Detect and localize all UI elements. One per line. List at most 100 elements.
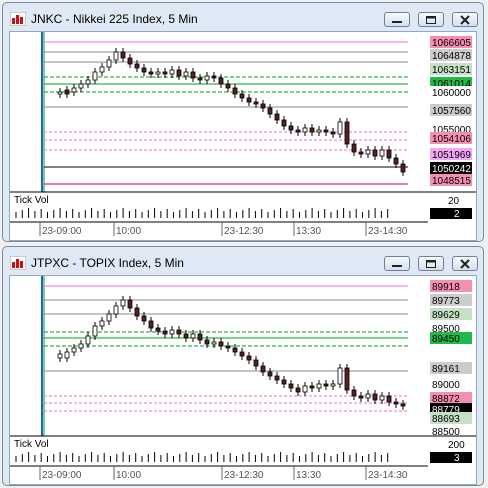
price-label-bg: [430, 86, 472, 98]
candle-body: [274, 113, 280, 121]
candle-body: [239, 351, 245, 357]
candle-body: [337, 367, 343, 385]
candle-body: [393, 157, 399, 165]
price-label-bg: [430, 392, 472, 404]
candle-body: [372, 393, 378, 401]
close-icon: [460, 259, 470, 269]
price-label-bg: [430, 322, 472, 334]
candle-body: [204, 339, 210, 345]
chart-app-icon: [10, 256, 26, 270]
time-axis-label: 23-09:00: [42, 470, 82, 481]
candle-body: [78, 343, 84, 349]
title-bar[interactable]: JTPXC - TOPIX Index, 5 Min: [3, 247, 483, 279]
candle-body: [134, 63, 140, 69]
candle-body: [120, 299, 126, 307]
close-icon: [460, 15, 470, 25]
price-label-bg: [430, 49, 472, 61]
candle-body: [169, 69, 175, 75]
price-label: 1066605: [432, 38, 471, 49]
title-bar[interactable]: JNKC - Nikkei 225 Index, 5 Min: [3, 3, 483, 35]
volume-value-bg: [430, 208, 472, 219]
candle-body: [379, 149, 385, 157]
candle-body: [162, 330, 168, 335]
price-label: 1061014: [432, 79, 471, 90]
candle-body: [379, 395, 385, 401]
minimize-button[interactable]: [384, 12, 410, 27]
candle-body: [365, 393, 371, 399]
candle-body: [190, 333, 196, 339]
price-label-bg: [430, 174, 472, 186]
price-label: 88779: [432, 405, 460, 416]
chart-app-icon: [10, 12, 26, 26]
price-label-bg: [430, 148, 472, 160]
price-label: 1057560: [432, 106, 471, 117]
candle-body: [57, 353, 63, 359]
price-label-bg: [430, 362, 472, 374]
candle-body: [71, 87, 77, 93]
candle-body: [204, 75, 210, 81]
volume-value-label: 2: [454, 209, 460, 220]
candle-body: [323, 129, 329, 133]
time-axis-label: 23-09:00: [42, 226, 82, 237]
price-label: 1051969: [432, 150, 471, 161]
volume-scale-label: 20: [448, 196, 460, 207]
restore-button[interactable]: [418, 256, 444, 271]
price-label-bg: [430, 294, 472, 306]
price-label: 1063151: [432, 65, 471, 76]
chart-area[interactable]: 1066605 1064878 1063151 1061014 1060000 10575…: [9, 31, 477, 241]
chart-area[interactable]: 89918 89773 89629 89500 89450 89161 89000 88872…: [9, 275, 477, 485]
candle-body: [183, 333, 189, 339]
close-button[interactable]: [452, 256, 478, 271]
candle-body: [400, 163, 406, 173]
candle-body: [295, 129, 301, 133]
candle-body: [253, 101, 259, 105]
candle-body: [323, 383, 329, 387]
candle-body: [190, 71, 196, 79]
time-axis-label: 10:00: [116, 226, 141, 237]
candle-body: [351, 143, 357, 153]
candle-body: [141, 315, 147, 322]
candle-body: [281, 379, 287, 385]
candle-body: [288, 125, 294, 131]
candle-body: [85, 335, 91, 345]
price-label: 1055000: [432, 125, 471, 136]
restore-button[interactable]: [418, 12, 444, 27]
candle-body: [162, 71, 168, 75]
price-label-bg: [430, 378, 472, 390]
price-label-bg: [430, 104, 472, 116]
candle-body: [141, 67, 147, 73]
candle-body: [309, 127, 315, 133]
minimize-button[interactable]: [384, 256, 410, 271]
price-label: 1054106: [432, 134, 471, 145]
price-label: 89000: [432, 380, 460, 391]
chart-window-topix[interactable]: JTPXC - TOPIX Index, 5 Min 89918 89773 896…: [2, 246, 484, 486]
minimize-icon: [392, 265, 402, 267]
close-button[interactable]: [452, 12, 478, 27]
minimize-icon: [392, 21, 402, 23]
time-axis-label: 23-14:30: [368, 470, 408, 481]
candle-body: [92, 325, 98, 337]
candle-body: [183, 71, 189, 77]
candle-body: [295, 387, 301, 393]
candle-body: [211, 341, 217, 345]
candle-body: [232, 87, 238, 95]
candle-body: [337, 121, 343, 135]
candle-body: [176, 69, 182, 77]
chart-window-nikkei[interactable]: JNKC - Nikkei 225 Index, 5 Min 1066605 10…: [2, 2, 484, 242]
price-label: 1050242: [432, 164, 471, 175]
candle-body: [218, 77, 224, 85]
time-axis-label: 13:30: [296, 470, 321, 481]
time-axis-label: 23-14:30: [368, 226, 408, 237]
window-title: JNKC - Nikkei 225 Index, 5 Min: [31, 12, 198, 26]
candle-body: [330, 131, 336, 135]
volume-pane-label: Tick Vol: [14, 195, 49, 206]
price-label-bg: [430, 332, 472, 344]
candle-body: [148, 71, 154, 75]
candle-body: [372, 149, 378, 157]
volume-pane-label: Tick Vol: [14, 439, 49, 450]
candle-body: [246, 97, 252, 103]
price-label: 89918: [432, 282, 460, 293]
candle-body: [99, 66, 105, 73]
